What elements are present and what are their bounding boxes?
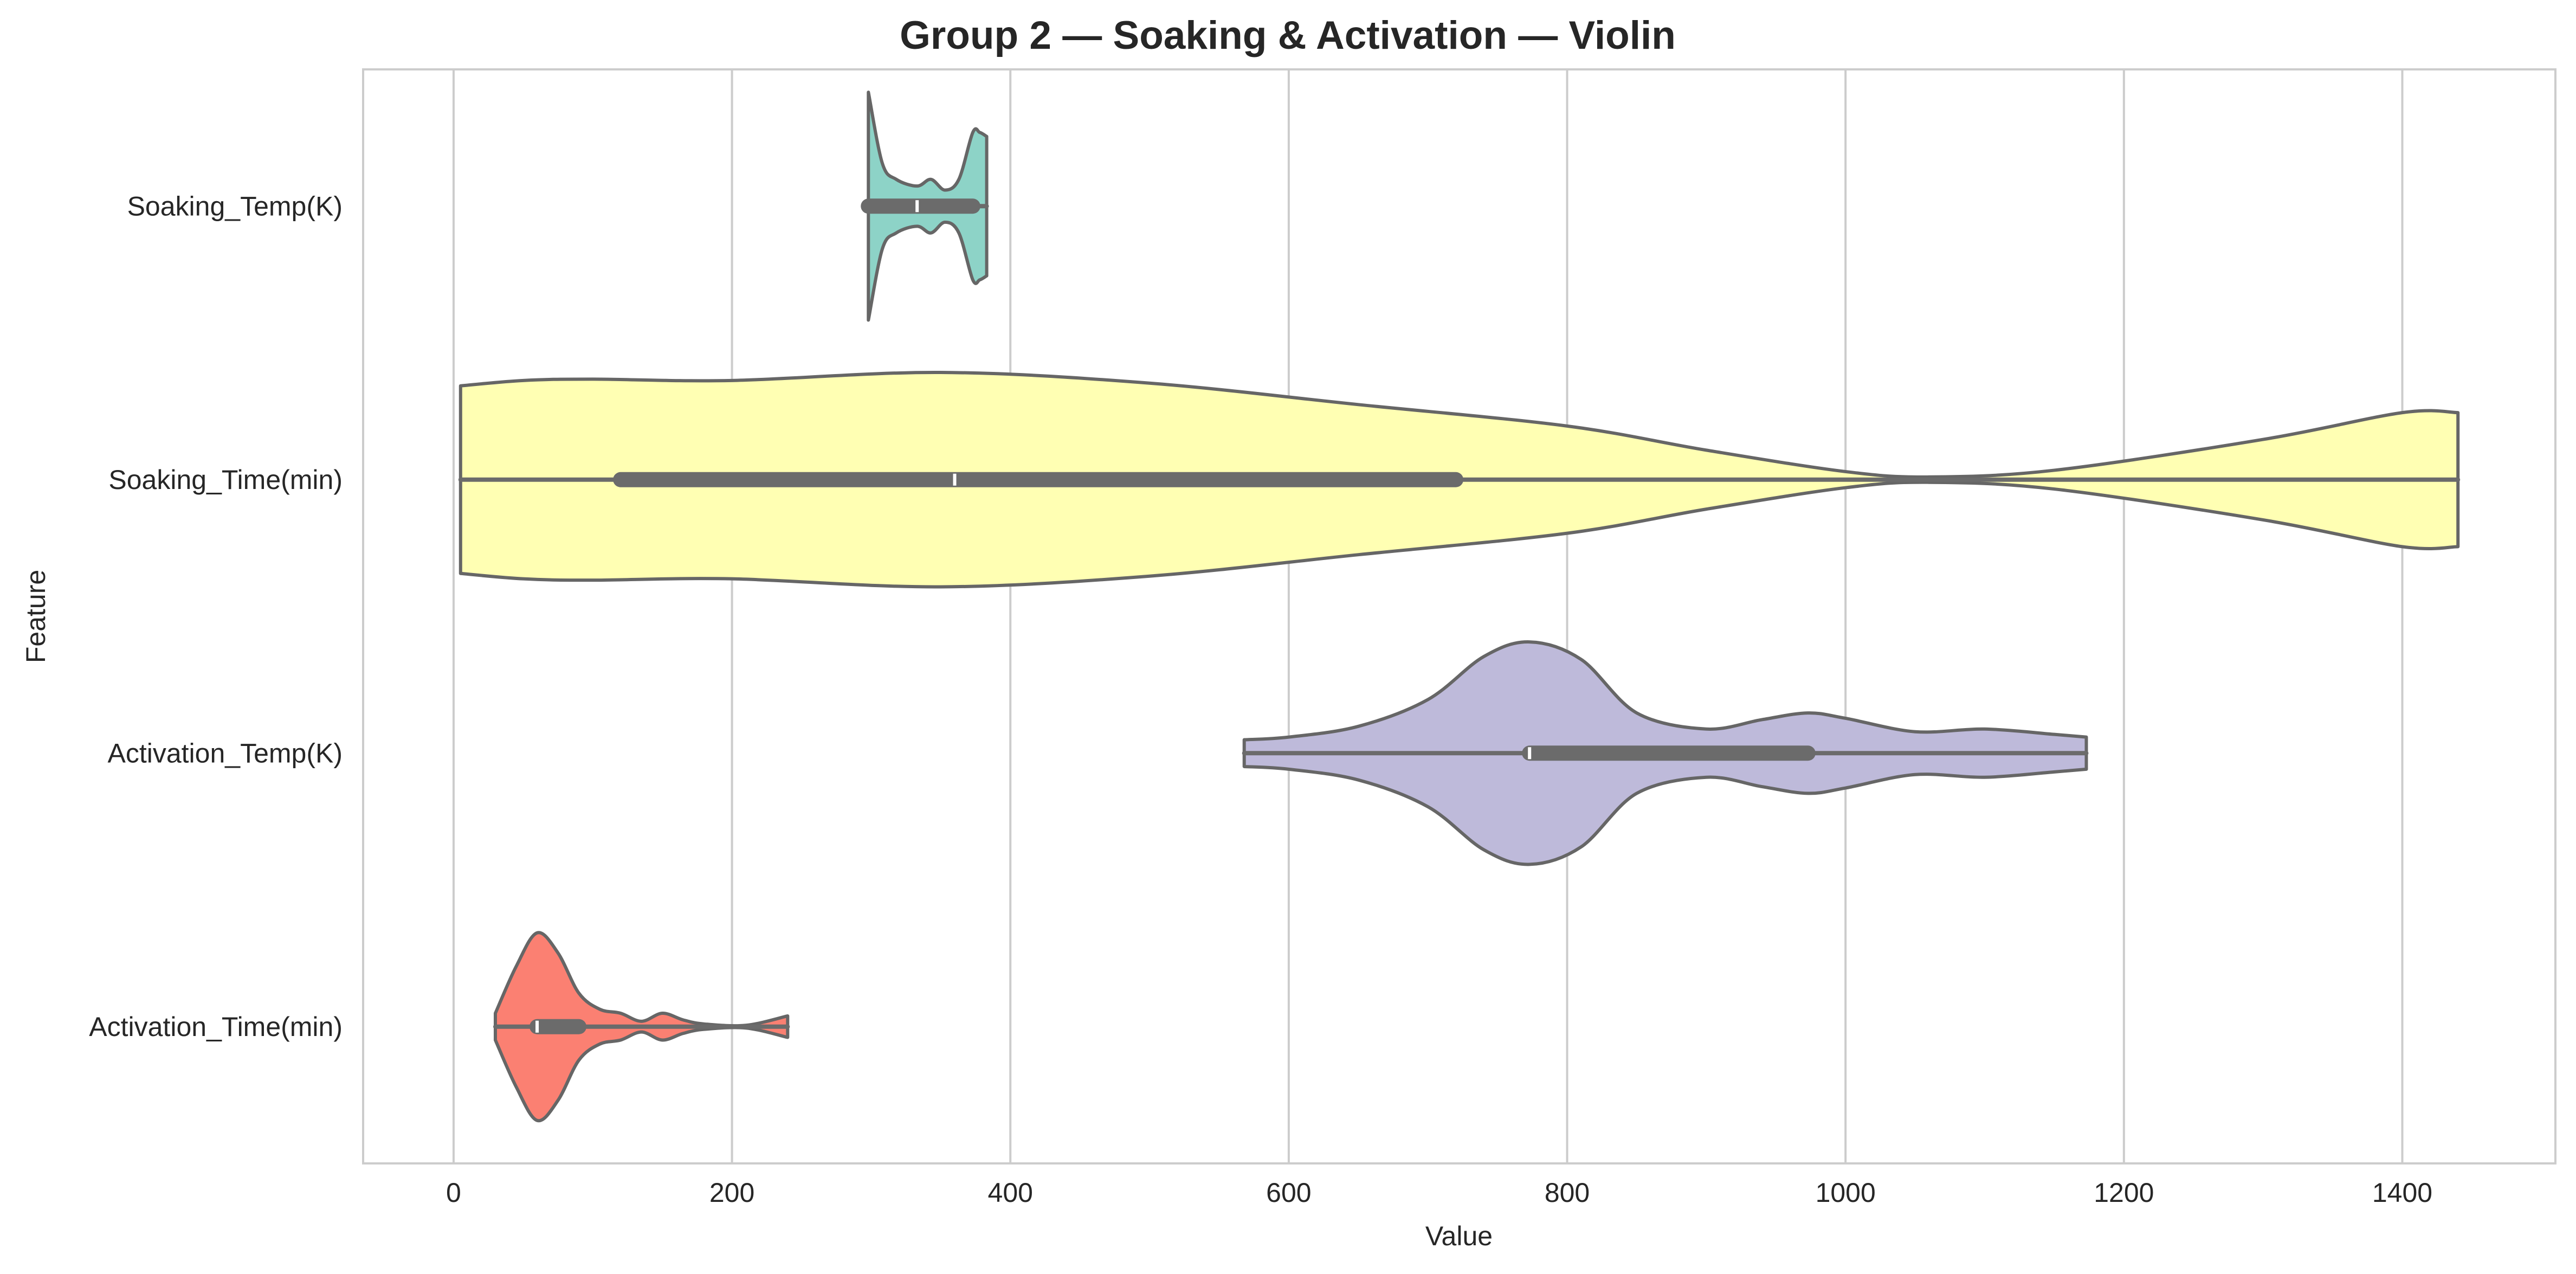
x-tick-label-400: 400: [988, 1178, 1033, 1208]
x-tick-label-200: 200: [709, 1178, 754, 1208]
y-tick-label-2: Activation_Temp(K): [108, 738, 343, 768]
y-axis-label: Feature: [21, 570, 51, 663]
chart-title: Group 2 — Soaking & Activation — Violin: [900, 14, 1676, 57]
plot-frame: [362, 68, 2556, 1164]
y-tick-label-0: Soaking_Temp(K): [127, 191, 343, 221]
y-tick-label-1: Soaking_Time(min): [108, 465, 343, 495]
x-tick-label-800: 800: [1545, 1178, 1590, 1208]
violins: [458, 91, 2461, 1123]
x-tick-label-0: 0: [446, 1178, 461, 1208]
x-tick-label-600: 600: [1266, 1178, 1311, 1208]
grid-lines: [452, 69, 2404, 1163]
x-tick-label-1400: 1400: [2372, 1178, 2432, 1208]
x-axis-label: Value: [1425, 1221, 1493, 1251]
y-tick-label-3: Activation_Time(min): [89, 1012, 343, 1042]
x-axis-ticks: 0 200 400 600 800 1000 1200 1400: [446, 1178, 2432, 1208]
x-tick-label-1000: 1000: [1816, 1178, 1876, 1208]
y-axis-ticks: Soaking_Temp(K) Soaking_Time(min) Activati…: [89, 191, 343, 1042]
x-tick-label-1200: 1200: [2094, 1178, 2154, 1208]
